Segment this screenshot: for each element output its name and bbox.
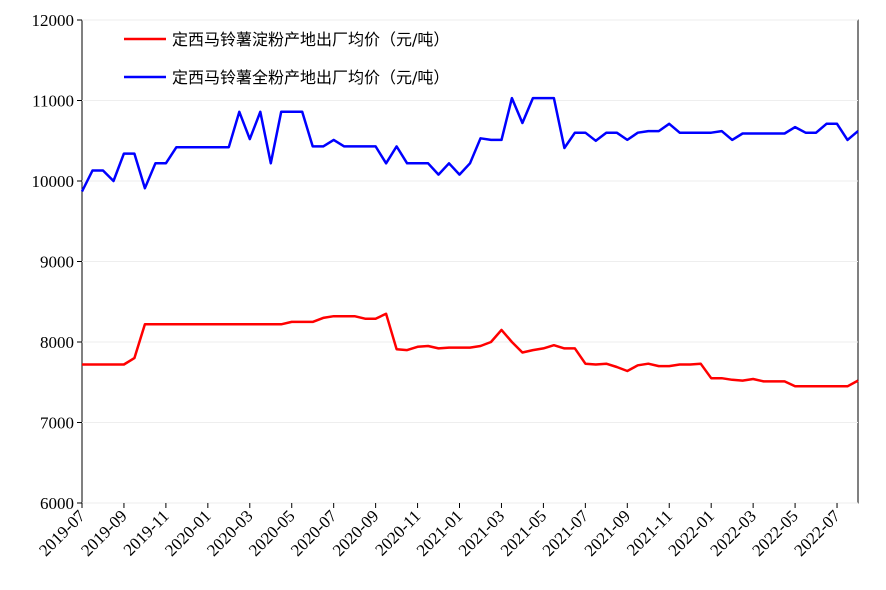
- y-tick-label: 6000: [40, 494, 74, 513]
- y-tick-label: 7000: [40, 414, 74, 433]
- x-tick-label: 2022-01: [665, 506, 719, 560]
- x-tick-label: 2020-11: [371, 506, 424, 559]
- x-tick-label: 2021-07: [539, 506, 593, 560]
- x-tick-label: 2021-05: [497, 506, 551, 560]
- y-tick-label: 11000: [32, 92, 74, 111]
- legend-label: 定西马铃薯全粉产地出厂均价（元/吨）: [172, 68, 449, 87]
- x-tick-label: 2021-01: [413, 506, 467, 560]
- y-tick-label: 8000: [40, 333, 74, 352]
- x-tick-label: 2020-09: [329, 506, 383, 560]
- x-tick-label: 2021-11: [623, 506, 676, 559]
- x-tick-label: 2021-09: [581, 506, 635, 560]
- x-tick-label: 2022-03: [706, 506, 760, 560]
- x-tick-label: 2021-03: [455, 506, 509, 560]
- series-line: [82, 312, 859, 388]
- x-tick-label: 2019-07: [35, 506, 89, 560]
- x-tick-label: 2020-01: [161, 506, 215, 560]
- x-tick-label: 2020-05: [245, 506, 299, 560]
- x-tick-label: 2022-05: [748, 506, 802, 560]
- legend-label: 定西马铃薯淀粉产地出厂均价（元/吨）: [172, 30, 449, 49]
- x-tick-label: 2019-11: [120, 506, 173, 559]
- x-tick-label: 2020-03: [203, 506, 257, 560]
- y-tick-label: 9000: [40, 253, 74, 272]
- x-tick-label: 2022-07: [790, 506, 844, 560]
- series-line: [80, 96, 859, 193]
- y-tick-label: 10000: [32, 172, 75, 191]
- x-tick-label: 2019-09: [77, 506, 131, 560]
- x-tick-label: 2020-07: [287, 506, 341, 560]
- y-tick-label: 12000: [32, 11, 75, 30]
